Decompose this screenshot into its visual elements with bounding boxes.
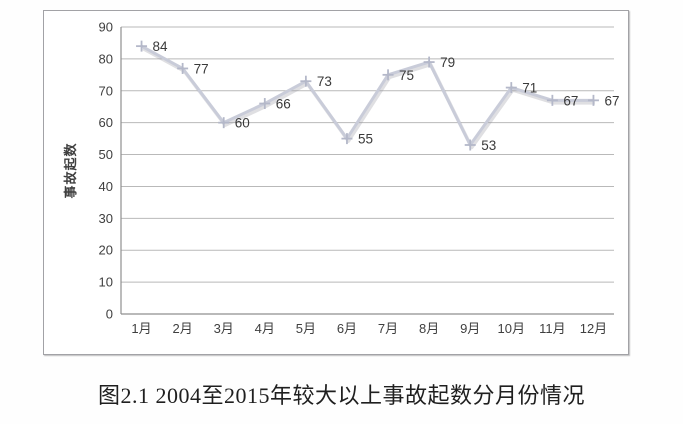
data-point-label: 55 — [358, 132, 373, 147]
y-axis-title: 事故起数 — [63, 142, 78, 198]
x-tick-label: 10月 — [498, 321, 525, 336]
y-tick-label: 40 — [99, 179, 113, 194]
y-tick-label: 70 — [99, 83, 113, 98]
y-tick-label: 30 — [99, 211, 113, 226]
chart-frame: 84 77 60 66 73 55 75 79 53 71 67 67 0 10 20 30 40 50 60 70 8… — [43, 10, 629, 355]
x-tick-label: 11月 — [539, 321, 566, 336]
data-point-label: 71 — [522, 81, 537, 96]
x-tick-label: 4月 — [255, 321, 275, 336]
y-tick-label: 50 — [99, 147, 113, 162]
x-tick-label: 2月 — [173, 321, 193, 336]
y-tick-label: 90 — [99, 20, 113, 35]
y-tick-label: 60 — [99, 115, 113, 130]
data-point-label: 79 — [440, 55, 455, 70]
data-point-label: 67 — [563, 93, 578, 108]
data-point-label: 53 — [481, 138, 496, 153]
x-tick-label: 3月 — [214, 321, 234, 336]
figure-caption: 图2.1 2004至2015年较大以上事故起数分月份情况 — [97, 383, 585, 408]
y-tick-label: 20 — [99, 243, 113, 258]
data-point-label: 84 — [153, 39, 169, 54]
data-point-label: 67 — [604, 93, 619, 108]
x-tick-label: 1月 — [131, 321, 151, 336]
line-chart: 84 77 60 66 73 55 75 79 53 71 67 67 0 10 20 30 40 50 60 70 8… — [63, 20, 619, 337]
data-point-label: 66 — [276, 97, 291, 112]
data-point-label: 60 — [235, 116, 250, 131]
data-point-label: 75 — [399, 68, 414, 83]
y-tick-label: 10 — [99, 275, 113, 290]
x-tick-label: 9月 — [460, 321, 480, 336]
data-point-label: 77 — [194, 61, 209, 76]
y-tick-label: 0 — [106, 307, 113, 322]
x-tick-label: 5月 — [296, 321, 316, 336]
x-tick-label: 6月 — [337, 321, 357, 336]
series-line — [140, 44, 594, 147]
x-tick-label: 12月 — [580, 321, 607, 336]
x-tick-label: 7月 — [378, 321, 398, 336]
y-tick-label: 80 — [99, 51, 113, 66]
data-point-label: 73 — [317, 74, 332, 89]
x-tick-label: 8月 — [419, 321, 439, 336]
